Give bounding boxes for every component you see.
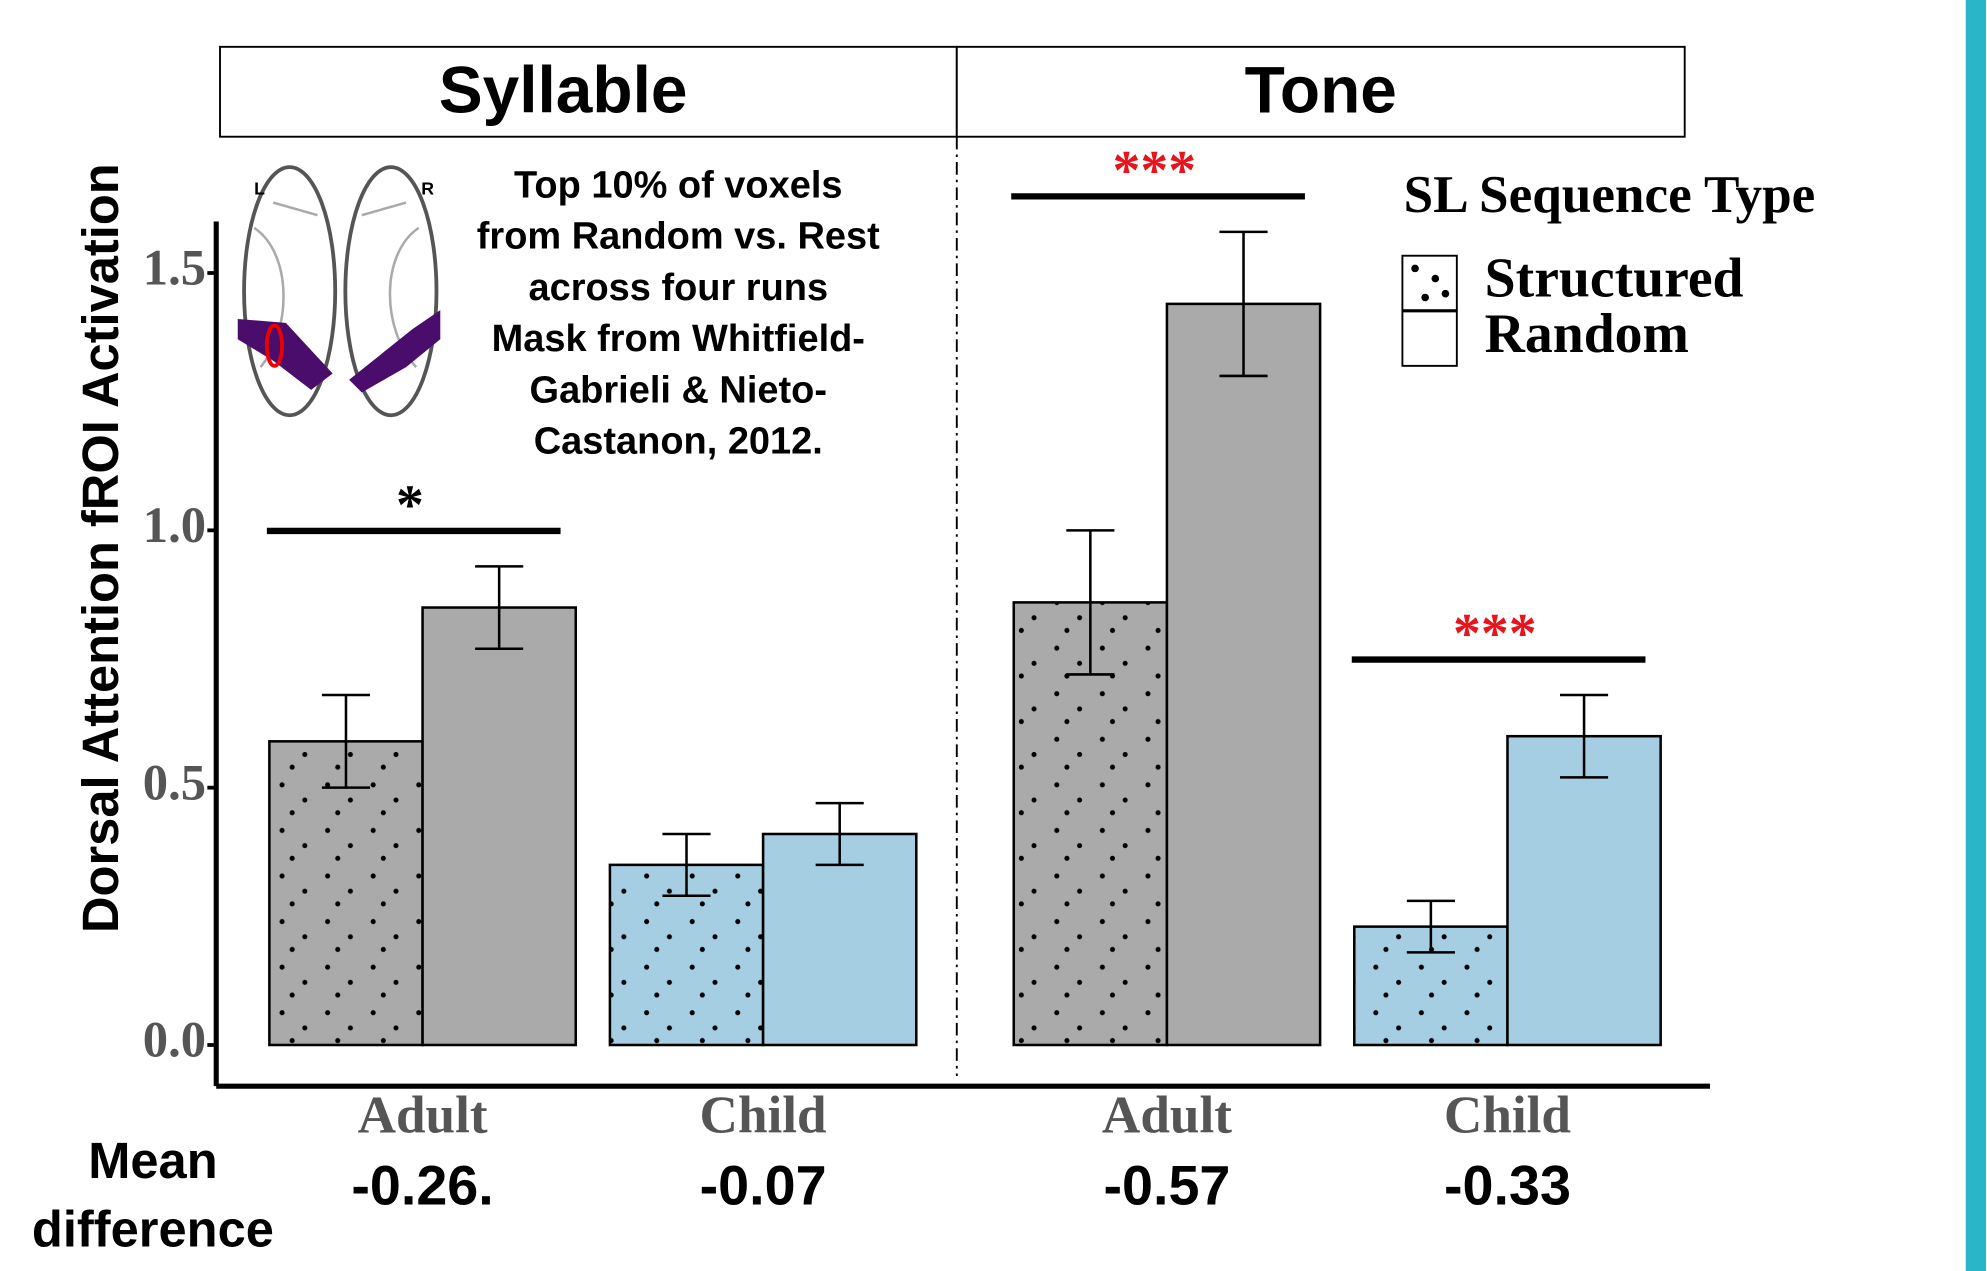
x-tick-label: Adult <box>358 1087 488 1145</box>
mean-difference-label: difference <box>32 1200 274 1257</box>
annotation-line: Top 10% of voxels <box>514 164 842 206</box>
legend-dot <box>1421 293 1429 302</box>
significance-label: * <box>396 474 424 536</box>
bar <box>761 832 918 1047</box>
x-tick-label: Child <box>700 1087 827 1145</box>
annotation-line: Gabrieli & Nieto- <box>530 369 827 411</box>
legend-key <box>1401 254 1458 312</box>
y-axis-title: Dorsal Attention fROI Activation <box>72 163 129 933</box>
legend-key <box>1401 310 1458 367</box>
panel-title: Syllable <box>439 52 688 126</box>
legend-label: Random <box>1485 303 1689 365</box>
significance-label: *** <box>1453 603 1537 665</box>
panel-strip <box>219 45 958 138</box>
x-tick-label: Child <box>1444 1087 1571 1145</box>
brain-label: R <box>421 179 434 199</box>
brain-label: L <box>254 179 265 199</box>
mean-difference: -0.57 <box>1103 1155 1230 1217</box>
legend-dot <box>1441 289 1450 298</box>
panel-strip <box>955 45 1686 138</box>
legend-title: SL Sequence Type <box>1404 166 1816 224</box>
bar-pattern <box>1013 602 1167 1046</box>
mean-difference: -0.07 <box>700 1155 827 1217</box>
legend-dot <box>1431 274 1440 283</box>
y-tick-label: 0.0 <box>143 1012 206 1068</box>
side-bar <box>1965 0 1986 1271</box>
legend-dot <box>1411 264 1419 273</box>
annotation-line: Castanon, 2012. <box>534 421 823 463</box>
y-tick-label: 0.5 <box>143 754 206 810</box>
annotation-line: Mask from Whitfield- <box>492 318 865 360</box>
mean-difference: -0.26. <box>351 1155 493 1217</box>
mean-difference-label: Mean <box>88 1132 217 1189</box>
panel-title: Tone <box>1245 52 1397 126</box>
significance-label: *** <box>1113 140 1197 202</box>
annotation-line: from Random vs. Rest <box>477 216 880 258</box>
mean-difference: -0.33 <box>1444 1155 1571 1217</box>
bar <box>421 606 578 1047</box>
bar <box>1165 302 1322 1047</box>
y-tick-label: 1.5 <box>143 240 206 296</box>
x-tick-label: Adult <box>1102 1087 1232 1145</box>
legend-label: Structured <box>1485 247 1744 309</box>
bar-pattern <box>269 741 423 1046</box>
annotation-line: across four runs <box>528 267 828 309</box>
bar <box>1506 734 1662 1047</box>
brain-image: L R <box>237 165 441 418</box>
y-tick-label: 1.0 <box>143 497 206 553</box>
